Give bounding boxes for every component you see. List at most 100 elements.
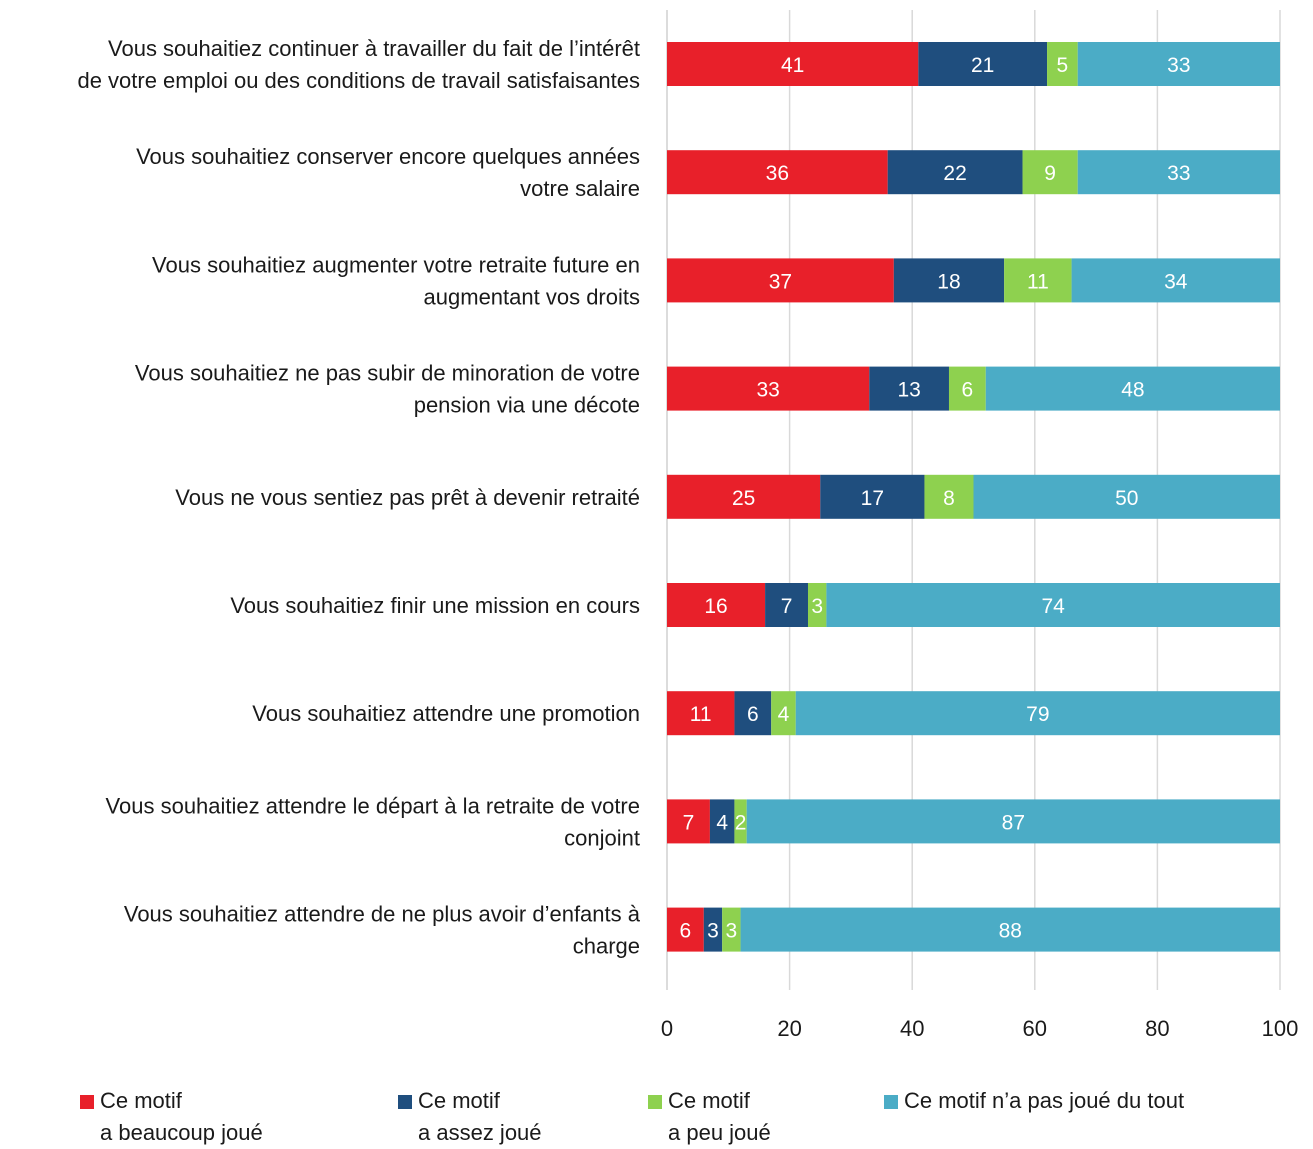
data-label: 11 (1027, 270, 1049, 293)
bar-segment (924, 474, 974, 519)
data-label: 41 (781, 54, 804, 77)
data-label: 33 (756, 379, 779, 402)
x-tick-label: 0 (661, 1016, 673, 1041)
data-label: 48 (1121, 379, 1144, 402)
x-tick-label: 80 (1145, 1016, 1169, 1041)
bar-segment (795, 691, 1280, 736)
data-label: 3 (707, 920, 719, 943)
bar-segment (869, 366, 949, 411)
bar-segment (667, 474, 821, 519)
data-label: 36 (766, 162, 789, 185)
data-label: 37 (769, 270, 792, 293)
bar-segment (667, 691, 735, 736)
bar-segment (1022, 150, 1078, 195)
bar-segment (740, 907, 1280, 952)
data-label: 9 (1044, 162, 1056, 185)
category-label: Vous souhaitiez continuer à travailler d… (77, 36, 640, 93)
data-label: 11 (690, 703, 712, 726)
data-label: 6 (962, 379, 974, 402)
bar-segment (826, 583, 1280, 627)
data-label: 13 (897, 379, 920, 402)
category-label: Vous souhaitiez ne pas subir de minorati… (135, 361, 640, 418)
data-label: 74 (1042, 595, 1066, 618)
data-label: 3 (811, 595, 823, 618)
bar-segment (667, 799, 710, 844)
bar-segment (1071, 258, 1280, 303)
data-label: 4 (716, 811, 728, 834)
legend-swatch (80, 1095, 94, 1109)
x-tick-label: 20 (777, 1016, 801, 1041)
data-label: 34 (1164, 270, 1188, 293)
data-label: 87 (1002, 811, 1025, 834)
data-label: 17 (861, 487, 884, 510)
data-label: 33 (1167, 54, 1190, 77)
data-label: 2 (735, 811, 747, 834)
category-label: Vous ne vous sentiez pas prêt à devenir … (175, 485, 640, 510)
bar-segment (948, 366, 986, 411)
x-tick-label: 40 (900, 1016, 924, 1041)
data-label: 6 (680, 920, 692, 943)
category-labels: Vous souhaitiez continuer à travailler d… (77, 36, 640, 959)
legend-label: Ce motif a assez joué (418, 1088, 542, 1145)
legend-item: Ce motif a beaucoup joué (80, 1085, 263, 1149)
data-label: 22 (943, 162, 966, 185)
data-label: 7 (781, 595, 793, 618)
data-label: 21 (971, 54, 994, 77)
data-label: 88 (999, 920, 1022, 943)
category-label: Vous souhaitiez finir une mission en cou… (230, 593, 640, 618)
bar-segment (820, 474, 925, 519)
bar-segment (722, 907, 741, 952)
legend-label: Ce motif n’a pas joué du tout (904, 1088, 1185, 1113)
bar-segment (985, 366, 1280, 411)
x-axis-tick-labels: 0 20 40 60 80 100 (661, 1016, 1298, 1041)
category-label: Vous souhaitiez conserver encore quelque… (136, 144, 640, 201)
legend-swatch (648, 1095, 662, 1109)
data-label: 5 (1057, 54, 1069, 77)
data-label: 8 (943, 487, 955, 510)
bar-segment (807, 583, 827, 627)
legend-item: Ce motif n’a pas joué du tout (884, 1085, 1184, 1117)
legend-swatch (884, 1095, 898, 1109)
bar-segment (734, 691, 772, 736)
bar-segment (734, 799, 747, 844)
bar-segment (1077, 42, 1280, 86)
bar-segment (709, 799, 735, 844)
category-label: Vous souhaitiez attendre le départ à la … (106, 793, 640, 850)
data-label: 50 (1115, 487, 1138, 510)
bar-segment (746, 799, 1280, 844)
data-label: 7 (683, 811, 695, 834)
bar-segment (703, 907, 723, 952)
bar-segment (765, 583, 808, 627)
bar-segment (667, 42, 919, 86)
category-label: Vous souhaitiez attendre une promotion (252, 701, 640, 726)
bar-segment (771, 691, 796, 736)
bar-segment (893, 258, 1005, 303)
bar-segment (667, 366, 870, 411)
legend-item: Ce motif a peu joué (648, 1085, 771, 1149)
category-label: Vous souhaitiez augmenter votre retraite… (152, 252, 640, 309)
bar-segment (1047, 42, 1078, 86)
bar-segment (667, 258, 894, 303)
bar-segment (973, 474, 1280, 519)
data-label: 3 (726, 920, 738, 943)
data-label: 4 (778, 703, 790, 726)
data-label: 79 (1026, 703, 1049, 726)
data-label: 25 (732, 487, 755, 510)
bar-segment (1077, 150, 1280, 195)
legend-swatch (398, 1095, 412, 1109)
data-label: 18 (937, 270, 960, 293)
bar-segment (1004, 258, 1072, 303)
legend-item: Ce motif a assez joué (398, 1085, 542, 1149)
legend: Ce motif a beaucoup joué Ce motif a assez… (0, 1085, 1313, 1149)
legend-label: Ce motif a beaucoup joué (100, 1088, 263, 1145)
bar-segment (918, 42, 1048, 86)
bar-segments (667, 42, 1280, 952)
data-label: 16 (704, 595, 727, 618)
x-tick-label: 60 (1023, 1016, 1047, 1041)
bar-segment (667, 583, 766, 627)
bar-segment (667, 907, 704, 952)
data-label: 33 (1167, 162, 1190, 185)
data-label: 6 (747, 703, 759, 726)
